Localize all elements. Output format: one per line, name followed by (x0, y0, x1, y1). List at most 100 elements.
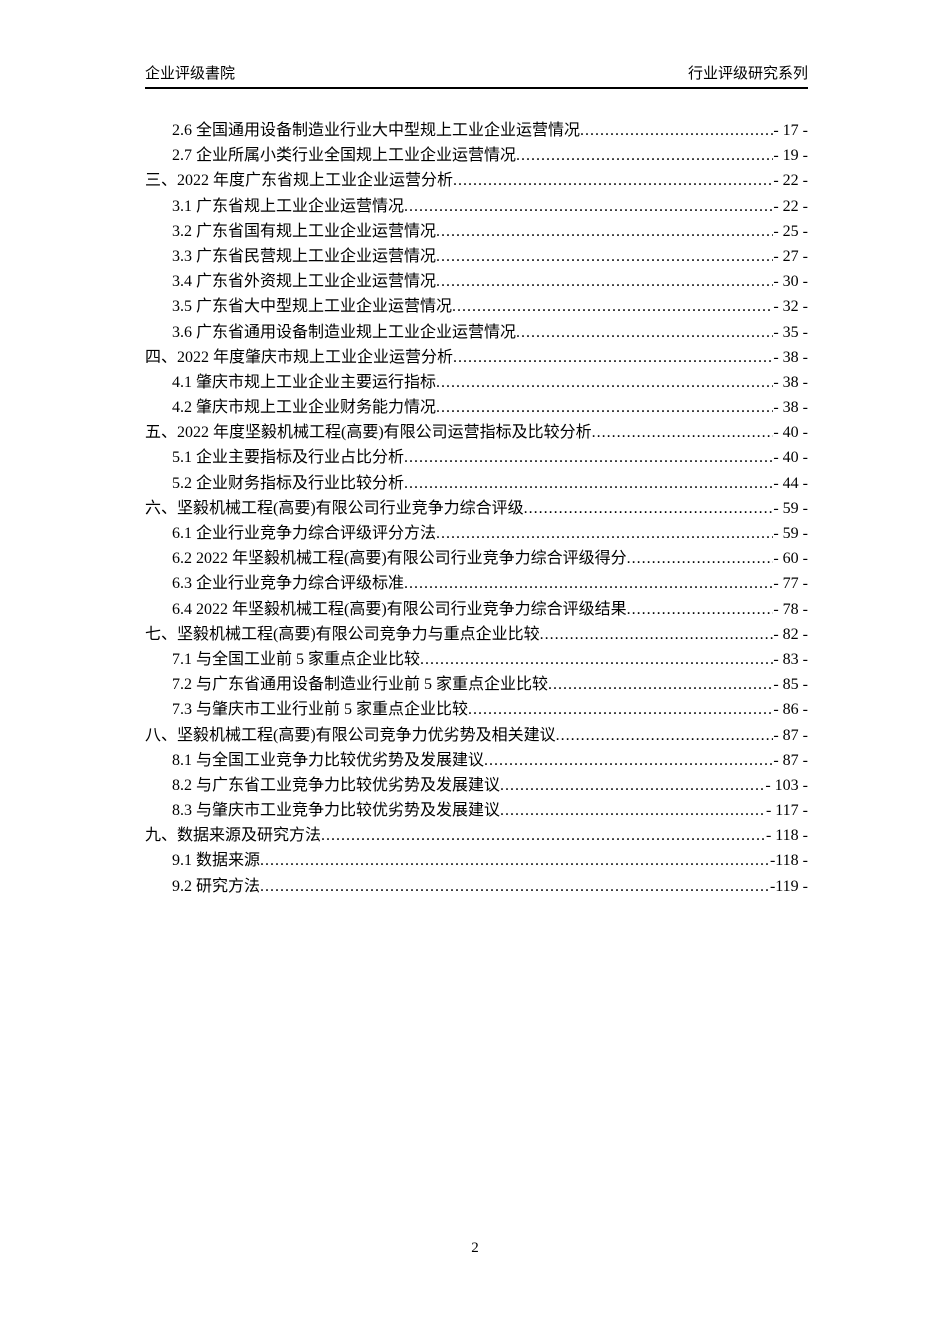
toc-leader-dots (627, 546, 774, 571)
toc-entry[interactable]: 7.2 与广东省通用设备制造业行业前 5 家重点企业比较 - 85 - (145, 672, 808, 697)
toc-entry[interactable]: 三、2022 年度广东省规上工业企业运营分析 - 22 - (145, 168, 808, 193)
toc-entry[interactable]: 8.3 与肇庆市工业竞争力比较优劣势及发展建议 - 117 - (145, 798, 808, 823)
toc-leader-dots (484, 748, 773, 773)
toc-entry-title: 9.2 研究方法 (172, 877, 261, 895)
toc-entry-page-number: - 27 - (773, 247, 808, 265)
toc-entry-title: 2.6 全国通用设备制造业行业大中型规上工业企业运营情况 (172, 122, 581, 139)
toc-entry[interactable]: 8.1 与全国工业竞争力比较优劣势及发展建议 - 87 - (145, 748, 808, 773)
toc-entry[interactable]: 6.1 企业行业竞争力综合评级评分方法 - 59 - (145, 521, 808, 546)
toc-entry-title: 6.2 2022 年坚毅机械工程(高要)有限公司行业竞争力综合评级得分 (172, 550, 627, 568)
toc-entry[interactable]: 四、2022 年度肇庆市规上工业企业运营分析 - 38 - (145, 345, 808, 370)
toc-entry[interactable]: 九、数据来源及研究方法 - 118 - (145, 823, 808, 848)
toc-entry-page-number: - 117 - (765, 802, 808, 820)
toc-entry-title: 4.2 肇庆市规上工业企业财务能力情况 (172, 399, 437, 417)
toc-entry[interactable]: 八、坚毅机械工程(高要)有限公司竞争力优劣势及相关建议 - 87 - (145, 723, 808, 748)
toc-leader-dots (404, 471, 773, 496)
toc-entry-title: 6.4 2022 年坚毅机械工程(高要)有限公司行业竞争力综合评级结果 (172, 600, 627, 618)
toc-entry[interactable]: 5.2 企业财务指标及行业比较分析 - 44 - (145, 471, 808, 496)
toc-entry-page-number: -118 - (769, 852, 808, 870)
toc-leader-dots (404, 194, 773, 219)
toc-entry[interactable]: 五、2022 年度坚毅机械工程(高要)有限公司运营指标及比较分析 - 40 - (145, 420, 808, 445)
toc-entry-title: 三、2022 年度广东省规上工业企业运营分析 (145, 172, 454, 190)
toc-entry[interactable]: 6.3 企业行业竞争力综合评级标准 - 77 - (145, 571, 808, 596)
toc-entry[interactable]: 6.2 2022 年坚毅机械工程(高要)有限公司行业竞争力综合评级得分 - 60… (145, 546, 808, 571)
toc-leader-dots (436, 219, 773, 244)
toc-leader-dots (452, 294, 773, 319)
header-right-text: 行业评级研究系列 (687, 66, 808, 82)
toc-leader-dots (592, 420, 774, 445)
toc-entry-page-number: - 38 - (773, 399, 808, 417)
toc-entry[interactable]: 2.7 企业所属小类行业全国规上工业企业运营情况 - 19 - (145, 143, 808, 168)
toc-entry[interactable]: 9.1 数据来源 -118 - (145, 848, 808, 873)
toc-entry-title: 7.2 与广东省通用设备制造业行业前 5 家重点企业比较 (172, 676, 549, 694)
toc-entry-page-number: - 38 - (773, 348, 808, 366)
toc-entry-title: 8.1 与全国工业竞争力比较优劣势及发展建议 (172, 751, 485, 769)
toc-entry[interactable]: 七、坚毅机械工程(高要)有限公司竞争力与重点企业比较 - 82 - (145, 622, 808, 647)
toc-entry[interactable]: 4.2 肇庆市规上工业企业财务能力情况 - 38 - (145, 395, 808, 420)
toc-leader-dots (516, 143, 773, 168)
toc-entry-page-number: - 38 - (773, 373, 808, 391)
toc-entry[interactable]: 3.1 广东省规上工业企业运营情况 - 22 - (145, 194, 808, 219)
toc-entry-title: 七、坚毅机械工程(高要)有限公司竞争力与重点企业比较 (145, 625, 540, 643)
toc-entry[interactable]: 3.5 广东省大中型规上工业企业运营情况 - 32 - (145, 294, 808, 319)
toc-entry-page-number: -119 - (769, 877, 808, 895)
toc-leader-dots (548, 672, 773, 697)
toc-entry[interactable]: 8.2 与广东省工业竞争力比较优劣势及发展建议 - 103 - (145, 773, 808, 798)
toc-entry-title: 3.3 广东省民营规上工业企业运营情况 (172, 247, 437, 265)
toc-entry-title: 五、2022 年度坚毅机械工程(高要)有限公司运营指标及比较分析 (145, 424, 592, 442)
toc-entry-page-number: - 44 - (773, 474, 808, 492)
toc-entry-page-number: - 40 - (773, 449, 808, 467)
toc-entry[interactable]: 3.2 广东省国有规上工业企业运营情况 - 25 - (145, 219, 808, 244)
toc-entry[interactable]: 3.6 广东省通用设备制造业规上工业企业运营情况 - 35 - (145, 320, 808, 345)
toc-entry-title: 3.1 广东省规上工业企业运营情况 (172, 197, 405, 215)
toc-entry-page-number: - 82 - (773, 625, 808, 643)
toc-entry-title: 9.1 数据来源 (172, 852, 261, 870)
toc-entry-page-number: - 87 - (773, 751, 808, 769)
toc-entry[interactable]: 7.1 与全国工业前 5 家重点企业比较 - 83 - (145, 647, 808, 672)
toc-leader-dots (404, 445, 773, 470)
toc-entry-page-number: - 17 - (773, 122, 808, 139)
toc-entry-page-number: - 87 - (773, 726, 808, 744)
toc-entry[interactable]: 5.1 企业主要指标及行业占比分析 - 40 - (145, 445, 808, 470)
header-left-text: 企业评级書院 (145, 66, 236, 82)
toc-leader-dots (260, 848, 770, 873)
toc-entry-page-number: - 35 - (773, 323, 808, 341)
toc-leader-dots (500, 798, 766, 823)
toc-entry-title: 7.1 与全国工业前 5 家重点企业比较 (172, 650, 421, 668)
toc-entry[interactable]: 3.4 广东省外资规上工业企业运营情况 - 30 - (145, 269, 808, 294)
toc-entry-page-number: - 85 - (773, 676, 808, 694)
table-of-contents: 2.6 全国通用设备制造业行业大中型规上工业企业运营情况 - 17 - 2.7 … (145, 118, 808, 899)
page-header: 企业评级書院 行业评级研究系列 (145, 64, 808, 84)
toc-leader-dots (436, 521, 773, 546)
toc-entry-title: 八、坚毅机械工程(高要)有限公司竞争力优劣势及相关建议 (145, 726, 556, 744)
toc-entry[interactable]: 7.3 与肇庆市工业行业前 5 家重点企业比较 - 86 - (145, 697, 808, 722)
toc-entry[interactable]: 6.4 2022 年坚毅机械工程(高要)有限公司行业竞争力综合评级结果 - 78… (145, 597, 808, 622)
toc-leader-dots (500, 773, 765, 798)
toc-entry-page-number: - 83 - (773, 650, 808, 668)
page-footer: 2 (0, 1240, 950, 1257)
toc-entry-page-number: - 77 - (773, 575, 808, 593)
toc-entry-title: 5.2 企业财务指标及行业比较分析 (172, 474, 405, 492)
toc-entry-page-number: - 59 - (773, 525, 808, 542)
toc-leader-dots (321, 823, 766, 848)
toc-entry[interactable]: 2.6 全国通用设备制造业行业大中型规上工业企业运营情况 - 17 - (145, 118, 808, 143)
toc-entry-title: 四、2022 年度肇庆市规上工业企业运营分析 (145, 348, 454, 366)
toc-entry[interactable]: 六、坚毅机械工程(高要)有限公司行业竞争力综合评级 - 59 - (145, 496, 808, 521)
toc-entry[interactable]: 3.3 广东省民营规上工业企业运营情况 - 27 - (145, 244, 808, 269)
toc-entry-title: 九、数据来源及研究方法 (145, 827, 322, 845)
toc-leader-dots (524, 496, 774, 521)
toc-leader-dots (453, 168, 773, 193)
toc-entry[interactable]: 4.1 肇庆市规上工业企业主要运行指标 - 38 - (145, 370, 808, 395)
toc-leader-dots (420, 647, 773, 672)
toc-leader-dots (436, 244, 773, 269)
toc-entry-page-number: - 118 - (765, 827, 808, 845)
toc-entry-page-number: - 30 - (773, 273, 808, 291)
toc-entry[interactable]: 9.2 研究方法 -119 - (145, 874, 808, 899)
toc-entry-title: 3.6 广东省通用设备制造业规上工业企业运营情况 (172, 323, 517, 341)
toc-entry-page-number: - 22 - (773, 197, 808, 215)
toc-entry-page-number: - 60 - (773, 550, 808, 568)
toc-entry-title: 6.1 企业行业竞争力综合评级评分方法 (172, 525, 437, 542)
toc-entry-title: 7.3 与肇庆市工业行业前 5 家重点企业比较 (172, 701, 469, 719)
toc-leader-dots (540, 622, 774, 647)
toc-entry-title: 8.2 与广东省工业竞争力比较优劣势及发展建议 (172, 776, 501, 794)
